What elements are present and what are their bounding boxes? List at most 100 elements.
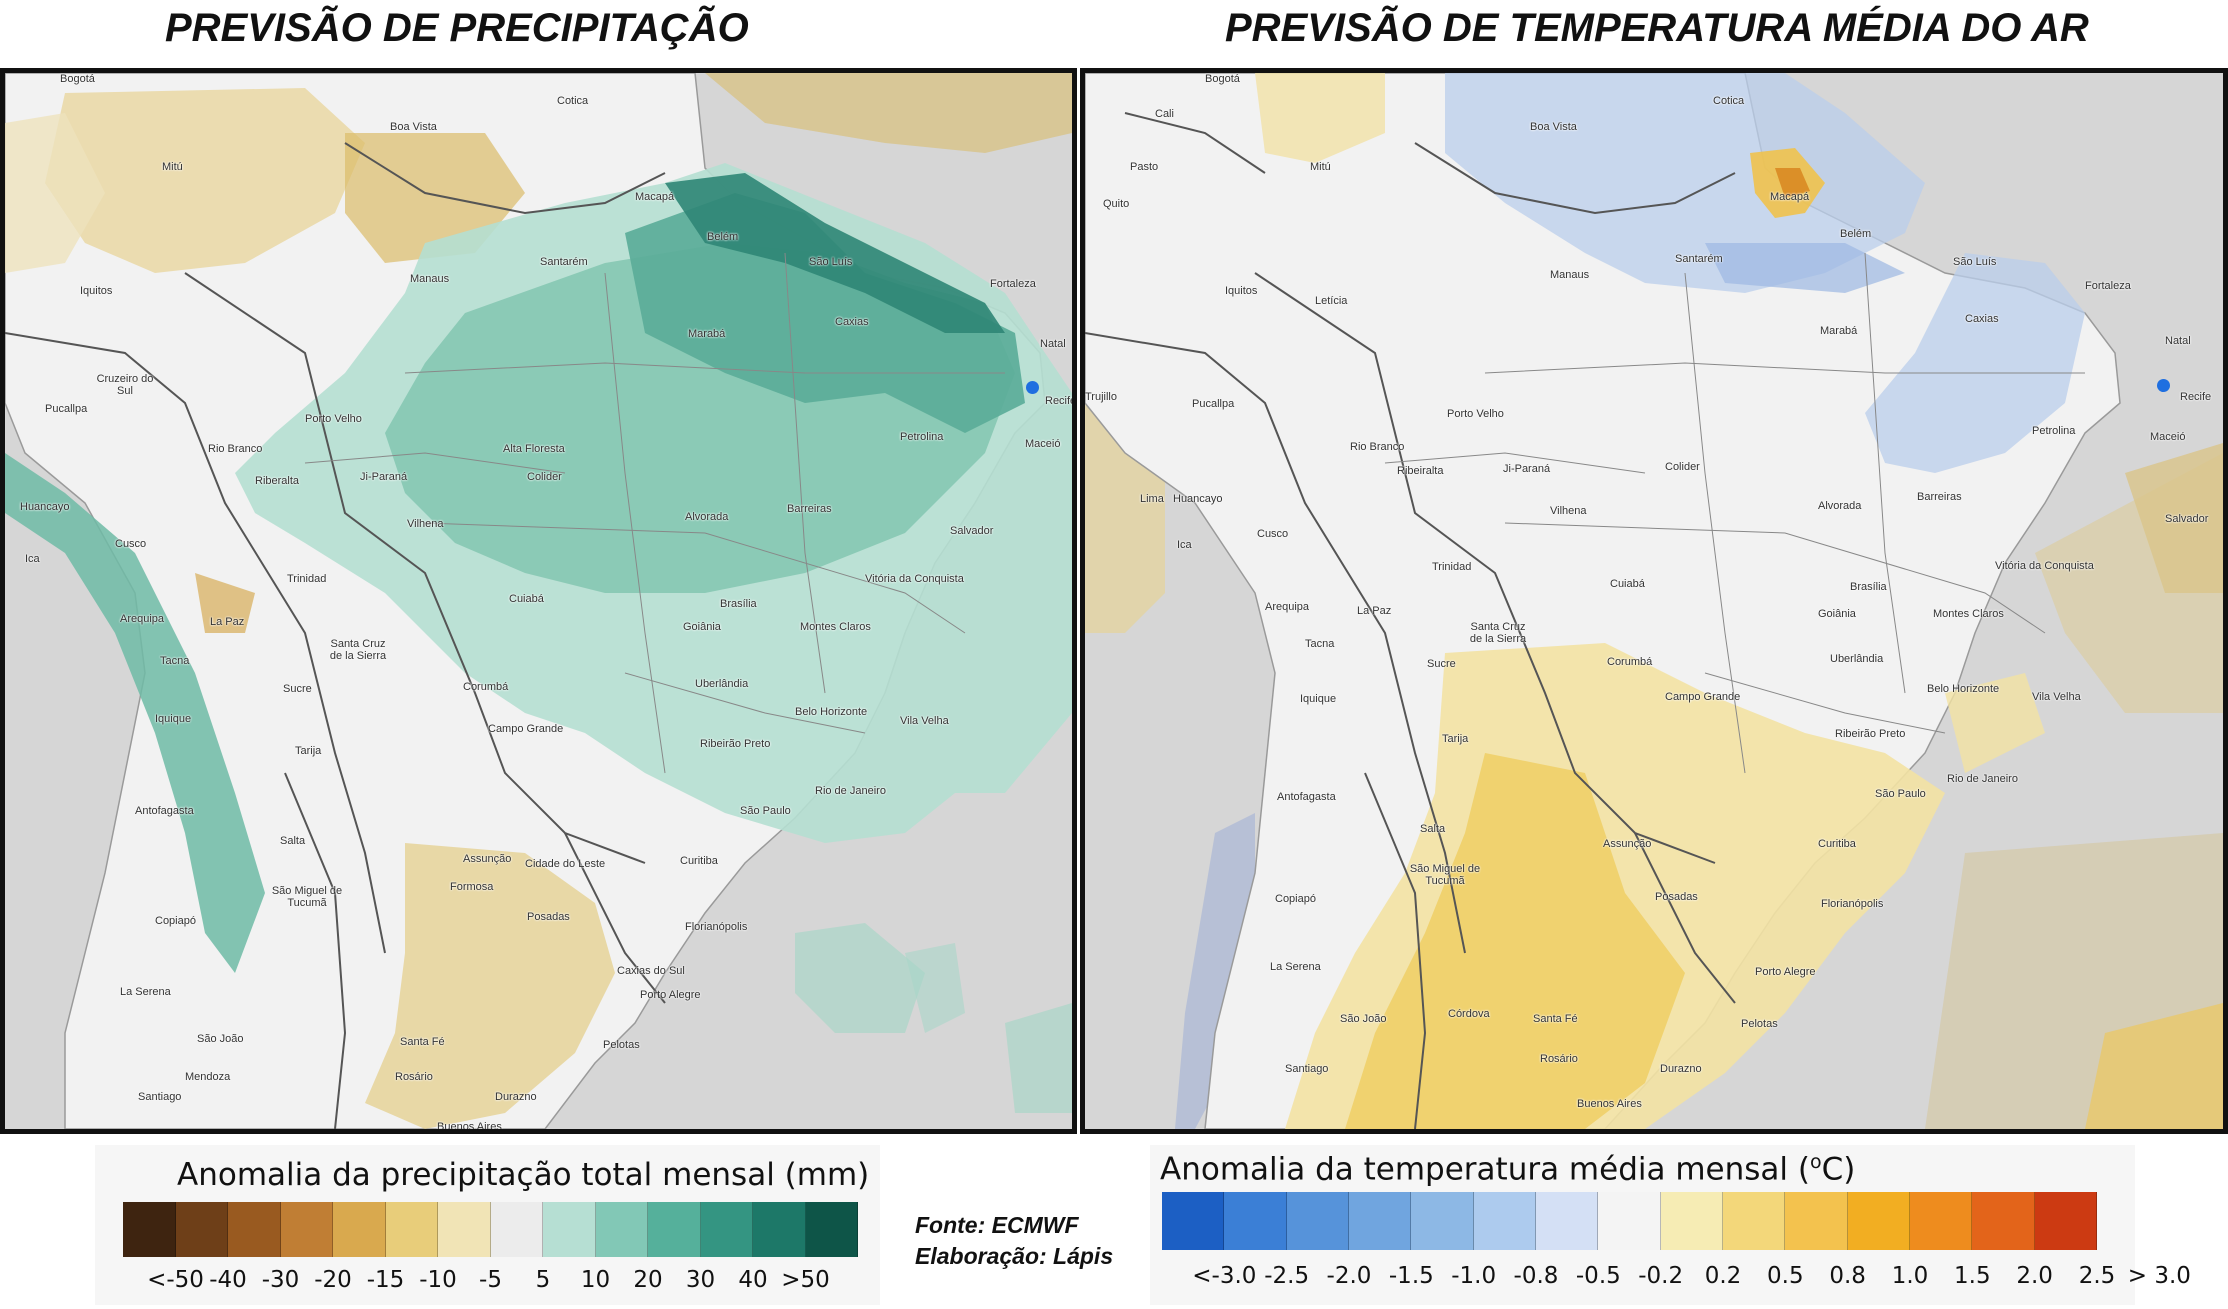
precipitation-tick-label: -40: [209, 1267, 247, 1293]
city-label: Natal: [1040, 338, 1066, 350]
city-label: Tarija: [1442, 733, 1469, 745]
city-label: Colider: [527, 471, 562, 483]
city-label: Belo Horizonte: [1927, 683, 2000, 695]
precipitation-tick-label: -15: [366, 1267, 405, 1293]
city-label: Sucre: [283, 683, 312, 695]
temperature-swatch: [1598, 1192, 1661, 1250]
city-label: Barreiras: [787, 503, 832, 515]
city-label: Antofagasta: [135, 805, 194, 817]
city-label: Corumbá: [463, 681, 509, 693]
city-label: Petrolina: [900, 431, 944, 443]
precipitation-tick-label: 30: [685, 1267, 716, 1293]
temperature-swatch: [1473, 1192, 1536, 1250]
city-label: Caxias do Sul: [617, 965, 685, 977]
precipitation-title: PREVISÃO DE PRECIPITAÇÃO: [165, 6, 749, 50]
city-label: Pelotas: [1741, 1018, 1778, 1030]
city-label: Rosário: [395, 1071, 433, 1083]
city-label: Belém: [1840, 228, 1872, 240]
precipitation-legend-title: Anomalia da precipitação total mensal (m…: [177, 1157, 870, 1193]
city-label: Iquique: [1300, 693, 1337, 705]
city-label: Fortaleza: [2085, 280, 2131, 292]
city-label: Pucallpa: [1192, 398, 1235, 410]
city-label: La Serena: [120, 986, 171, 998]
city-label: Corumbá: [1607, 656, 1653, 668]
temperature-legend-unit: C): [1821, 1151, 1856, 1188]
city-label: São Paulo: [740, 805, 791, 817]
precipitation-map[interactable]: Bogotá Cotica Boa Vista Mitú Macapá Belé…: [0, 68, 1077, 1134]
temperature-tick-label: -0.2: [1638, 1263, 1684, 1289]
city-label: Vila Velha: [2032, 691, 2081, 703]
city-label: São Luís: [1953, 256, 1997, 268]
temperature-swatch: [1411, 1192, 1474, 1250]
precipitation-tick-label: -30: [261, 1267, 300, 1293]
temperature-swatch: [1224, 1192, 1287, 1250]
precipitation-swatch: [438, 1202, 491, 1257]
city-label: Ji-Paraná: [360, 471, 408, 483]
city-label: Natal: [2165, 335, 2191, 347]
degree-symbol: o: [1809, 1151, 1822, 1173]
city-label: Arequipa: [1265, 601, 1310, 613]
city-label: Boa Vista: [390, 121, 437, 133]
temperature-tick-label: <-3.0: [1192, 1263, 1257, 1289]
city-label: Ribeirão Preto: [1835, 728, 1906, 740]
precipitation-swatch: [753, 1202, 806, 1257]
city-label: São Miguel de Tucumã: [271, 885, 343, 909]
temperature-tick-label: 2.5: [2078, 1263, 2116, 1289]
city-label: Iquique: [155, 713, 192, 725]
city-label: Rio de Janeiro: [1947, 773, 2018, 785]
precipitation-swatch: [490, 1202, 543, 1257]
city-label: Rio Branco: [1350, 441, 1405, 453]
city-label: Cuiabá: [1610, 578, 1645, 590]
city-label: Barreiras: [1917, 491, 1962, 503]
city-label: Colider: [1665, 461, 1700, 473]
city-label: La Serena: [1270, 961, 1321, 973]
city-label: Lima: [1140, 493, 1164, 505]
city-label: Cotica: [557, 95, 589, 107]
city-label: Letícia: [1315, 295, 1348, 307]
temperature-tick-label: 0.2: [1704, 1263, 1742, 1289]
city-label: Cidade do Leste: [525, 858, 606, 870]
city-label: Pasto: [1130, 161, 1159, 173]
city-label: Sucre: [1427, 658, 1456, 670]
city-label: Trinidad: [1432, 561, 1472, 573]
temperature-map[interactable]: Bogotá Cotica Cali Boa Vista Pasto Mitú …: [1080, 68, 2228, 1134]
precipitation-swatch: [700, 1202, 753, 1257]
temperature-swatch: [1847, 1192, 1910, 1250]
temperature-swatch: [1535, 1192, 1599, 1250]
city-label: Uberlândia: [1830, 653, 1884, 665]
precipitation-swatch: [123, 1202, 176, 1257]
city-label: Boa Vista: [1530, 121, 1577, 133]
precipitation-swatch: [333, 1202, 386, 1257]
precipitation-swatch: [805, 1202, 858, 1257]
city-label: Posadas: [527, 911, 570, 923]
temperature-tick-label: -1.0: [1451, 1263, 1497, 1289]
temperature-swatch: [1722, 1192, 1786, 1250]
city-label: Santa Cruz de la Sierra: [1469, 621, 1527, 645]
city-label: Vitória da Conquista: [1995, 560, 2094, 572]
city-label: Santa Cruz de la Sierra: [329, 638, 387, 662]
city-label: Goiânia: [683, 621, 721, 633]
precipitation-tick-label: <-50: [147, 1267, 204, 1293]
city-label: Mitú: [162, 161, 183, 173]
city-label: Bogotá: [1205, 73, 1240, 85]
city-label: Belo Horizonte: [795, 706, 868, 718]
city-label: Rio Branco: [208, 443, 263, 455]
city-label: São João: [1340, 1013, 1387, 1025]
city-label: Porto Alegre: [640, 989, 701, 1001]
precipitation-tick-label: 5: [535, 1267, 551, 1293]
city-label: Vila Velha: [900, 715, 949, 727]
city-label: Cusco: [1257, 528, 1289, 540]
city-label: Recife: [1045, 395, 1077, 407]
temperature-tick-label: 1.0: [1891, 1263, 1929, 1289]
city-label: Copiapó: [155, 915, 196, 927]
city-label: Curitiba: [680, 855, 718, 867]
city-label: Ica: [1177, 539, 1192, 551]
precipitation-map-graphic: [5, 73, 1072, 1129]
precipitation-tick-label: 40: [738, 1267, 768, 1293]
city-label: Porto Velho: [1447, 408, 1504, 420]
city-label: Porto Alegre: [1755, 966, 1816, 978]
city-label: Vilhena: [407, 518, 444, 530]
precipitation-tick-label: -10: [419, 1267, 457, 1293]
city-label: São Luís: [809, 256, 853, 268]
precipitation-swatch: [385, 1202, 438, 1257]
